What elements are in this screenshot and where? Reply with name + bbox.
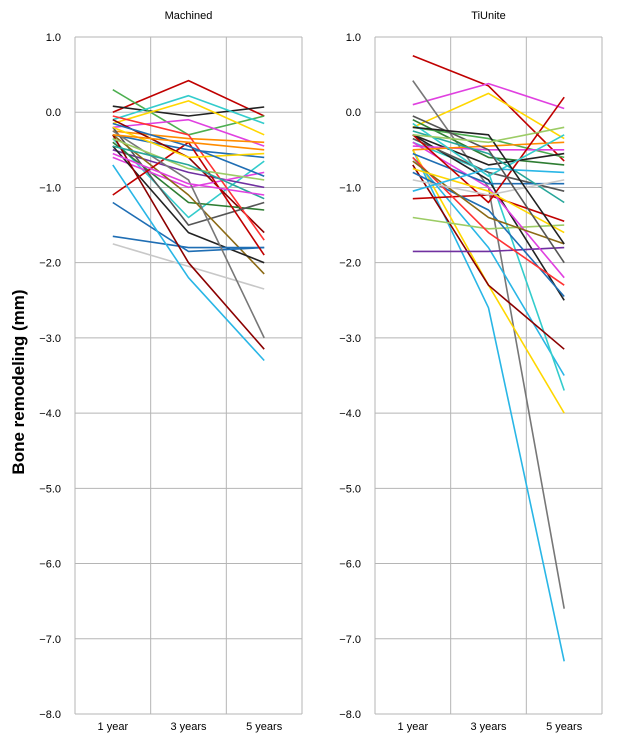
y-tick-label: −6.0 (39, 559, 61, 571)
series-line-31 (412, 115, 565, 264)
series-line-32 (412, 126, 565, 245)
series-line-20 (112, 243, 265, 290)
y-tick-label: −1.0 (39, 182, 61, 194)
x-tick-label: 1 year (398, 721, 429, 733)
series-line-1 (412, 55, 565, 162)
series-line-19 (112, 235, 265, 249)
series-line-13 (112, 156, 265, 189)
series-line-23 (412, 152, 565, 185)
series-line-28 (412, 167, 565, 234)
y-tick-label: −4.0 (339, 408, 361, 420)
series-line-12 (112, 141, 265, 211)
x-tick-label: 1 year (98, 721, 129, 733)
series-line-5 (112, 100, 265, 136)
machined-panel: Machined 1.0 0.0 −1.0 −2.0 −3.0 −4.0 −5.0 −6.0 −7… (39, 10, 303, 733)
series-line-26 (412, 122, 565, 177)
series-line-28 (112, 134, 265, 151)
series-line-14 (112, 115, 265, 241)
series-line-7 (412, 156, 565, 376)
series-line-24 (412, 130, 565, 204)
series-line-6 (112, 118, 265, 147)
series-line-19 (412, 134, 565, 166)
series-line-27 (412, 160, 565, 245)
series-line-9 (112, 138, 265, 219)
y-tick-label: −7.0 (339, 634, 361, 646)
series-line-16 (412, 156, 565, 286)
y-tick-label: −6.0 (339, 559, 361, 571)
x-tick-label: 3 years (470, 721, 507, 733)
x-tick-label: 5 years (246, 721, 283, 733)
tiunite-panel: TiUnite 1.0 0.0 −1.0 −2.0 −3.0 −4.0 −5.0 −6.0 −7.… (339, 10, 603, 733)
series-line-18 (112, 201, 265, 253)
y-tick-label: 0.0 (346, 107, 361, 119)
y-axis-label: Bone remodeling (mm) (9, 289, 28, 474)
series-line-30 (112, 152, 265, 196)
series-line-29 (112, 145, 265, 200)
series-line-18 (412, 126, 565, 159)
series-line-30 (412, 167, 565, 192)
y-tick-label: 1.0 (46, 32, 61, 44)
series-line-12 (412, 216, 565, 230)
panel-title: Machined (165, 10, 213, 22)
y-tick-label: −8.0 (39, 709, 61, 721)
series-line-4 (112, 94, 265, 125)
x-tick-label: 3 years (170, 721, 207, 733)
y-tick-label: 0.0 (46, 107, 61, 119)
series-line-2 (412, 82, 565, 110)
series-line-22 (412, 141, 565, 151)
series-line-11 (412, 246, 565, 253)
series-line-24 (112, 164, 265, 362)
series-line-33 (412, 126, 565, 144)
y-tick-label: −5.0 (339, 483, 361, 495)
series-line-27 (112, 122, 265, 177)
series-line-22 (112, 134, 265, 350)
y-tick-label: −2.0 (339, 258, 361, 270)
y-tick-label: −3.0 (339, 333, 361, 345)
y-tick-label: −7.0 (39, 634, 61, 646)
y-tick-label: −1.0 (339, 182, 361, 194)
series-line-15 (112, 126, 265, 226)
series-line-9 (412, 164, 565, 350)
series-line-1 (112, 79, 265, 117)
y-tick-label: 1.0 (346, 32, 361, 44)
series-line-23 (112, 130, 265, 339)
series-line-29 (412, 179, 565, 196)
series-line-4 (412, 80, 565, 609)
panel-title: TiUnite (471, 10, 505, 22)
y-tick-label: −5.0 (39, 483, 61, 495)
series-line-25 (112, 137, 265, 181)
series-line-8 (112, 130, 265, 144)
series-line-10 (112, 149, 265, 189)
x-tick-label: 5 years (546, 721, 583, 733)
y-tick-label: −4.0 (39, 408, 61, 420)
y-tick-label: −2.0 (39, 258, 61, 270)
series-line-5 (412, 149, 565, 662)
series-line-2 (112, 105, 265, 117)
series-line-17 (112, 145, 265, 264)
y-tick-label: −3.0 (39, 333, 61, 345)
series-line-17 (412, 118, 565, 166)
y-tick-label: −8.0 (339, 709, 361, 721)
